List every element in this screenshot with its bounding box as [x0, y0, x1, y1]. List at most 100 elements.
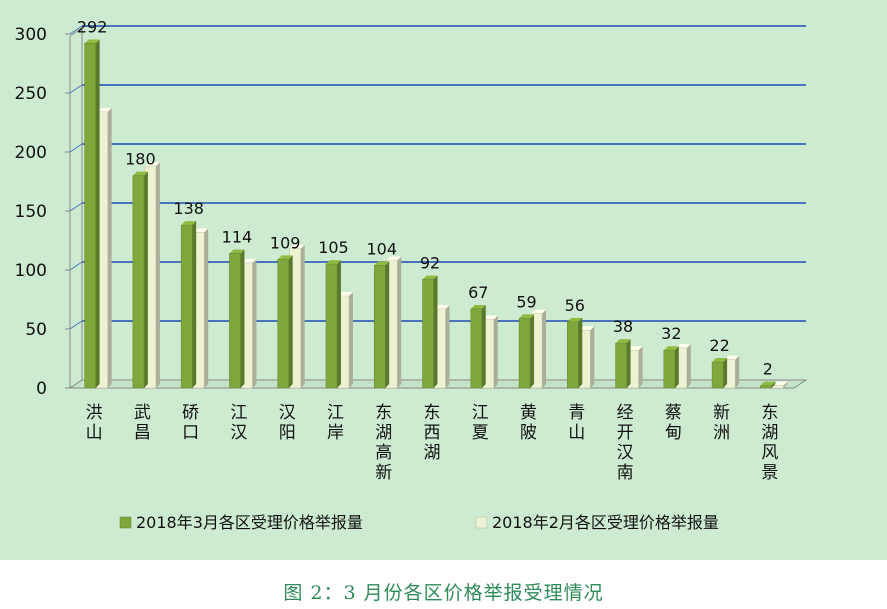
- y-tick-label: 0: [36, 379, 47, 399]
- y-tick-label: 50: [25, 320, 47, 340]
- x-tick-label: 东西湖: [424, 403, 441, 463]
- bar-feb-top: [531, 309, 547, 314]
- bar-mar-side: [143, 171, 148, 388]
- bar-mar-top: [519, 314, 535, 319]
- bar-feb-top: [289, 244, 305, 249]
- gridline-diagonal: [69, 261, 83, 271]
- bar-mar-top: [663, 346, 679, 351]
- legend-swatch: [475, 516, 488, 529]
- bar-mar: [180, 224, 193, 389]
- bar-mar: [470, 308, 483, 389]
- bar-mar-side: [530, 314, 535, 388]
- bar-feb-top: [675, 343, 691, 348]
- x-tick-label: 江夏: [472, 403, 489, 443]
- bar-mar-top: [567, 317, 583, 322]
- gridline-diagonal: [69, 143, 83, 153]
- data-label: 138: [173, 199, 204, 218]
- bar-mar-side: [240, 249, 245, 388]
- bar-mar: [84, 43, 96, 389]
- legend-swatch: [119, 516, 132, 529]
- bar-mar-top: [84, 39, 100, 44]
- data-label: 114: [222, 227, 253, 246]
- bar-mar-side: [433, 275, 438, 388]
- bar-feb-side: [783, 381, 788, 388]
- bar-mar: [711, 361, 724, 389]
- bar-mar: [277, 259, 289, 389]
- bar-feb-side: [686, 343, 691, 388]
- bar-feb-side: [155, 162, 160, 388]
- bar-mar: [615, 342, 627, 389]
- bar-mar-side: [771, 381, 776, 388]
- x-tick-label: 东湖风景: [761, 403, 778, 483]
- data-label: 67: [468, 283, 488, 302]
- bar-feb-top: [482, 315, 498, 320]
- bar-mar-top: [760, 381, 776, 386]
- data-label: 59: [516, 292, 536, 311]
- gridline-diagonal: [69, 84, 83, 94]
- bar-feb-top: [193, 228, 209, 233]
- bar-feb-side: [542, 309, 547, 388]
- chart-panel: 0 50 100 150 200 250 300 292 洪山 180 武昌 138 硚口 114 江汉 10…: [0, 0, 887, 560]
- bar-mar-top: [470, 304, 486, 309]
- bar-mar: [373, 265, 386, 389]
- legend-label: 2018年3月各区受理价格举报量: [136, 513, 363, 532]
- x-tick-label: 洪山: [86, 403, 103, 443]
- data-label: 22: [709, 336, 729, 355]
- bar-mar-side: [95, 39, 100, 388]
- x-tick-label: 江汉: [230, 403, 247, 443]
- bar-mar-side: [626, 339, 631, 388]
- bar-mar-top: [325, 260, 341, 265]
- bar-mar: [422, 279, 434, 389]
- bar-feb-side: [107, 107, 112, 388]
- bar-mar: [229, 253, 241, 389]
- bar-feb: [772, 385, 784, 389]
- bar-mar-side: [481, 304, 486, 388]
- x-tick-label: 蔡甸: [665, 403, 682, 443]
- bar-feb-top: [724, 355, 740, 360]
- bar-feb-top: [144, 162, 160, 167]
- data-label: 56: [565, 296, 585, 315]
- bar-feb-side: [252, 258, 257, 388]
- y-tick-label: 100: [15, 261, 47, 281]
- bar-feb-side: [493, 315, 498, 388]
- bar-feb-side: [735, 355, 740, 388]
- bar-mar-side: [336, 260, 341, 388]
- x-tick-label: 青山: [568, 403, 585, 443]
- bar-feb-side: [204, 228, 209, 388]
- bar-mar: [325, 263, 338, 389]
- bar-mar-side: [578, 317, 583, 388]
- bar-mar: [132, 175, 145, 389]
- bar-mar-top: [229, 249, 245, 254]
- bar-mar-side: [385, 261, 390, 388]
- gridline-diagonal: [69, 320, 83, 330]
- bar-mar-top: [374, 261, 390, 266]
- data-label: 38: [613, 317, 633, 336]
- bar-mar-top: [615, 339, 631, 344]
- bar-mar: [760, 385, 772, 389]
- x-tick-label: 黄陂: [520, 403, 537, 443]
- bar-feb-side: [397, 256, 402, 388]
- x-tick-label: 经开汉南: [617, 403, 634, 483]
- y-tick-label: 150: [15, 202, 47, 222]
- bar-mar-side: [674, 346, 679, 388]
- bar-mar-top: [422, 275, 438, 280]
- bar-mar-top: [277, 255, 293, 260]
- bar-mar-top: [712, 358, 728, 363]
- bar-feb-top: [627, 346, 643, 351]
- x-tick-label: 汉阳: [279, 403, 296, 443]
- legend-label: 2018年2月各区受理价格举报量: [492, 513, 719, 532]
- y-tick-label: 200: [15, 143, 47, 163]
- y-axis-depth: [69, 27, 83, 37]
- bar-feb-top: [579, 326, 595, 331]
- y-tick-label: 250: [15, 84, 47, 104]
- bar-feb-side: [348, 291, 353, 388]
- bar-mar-side: [723, 358, 728, 388]
- bar-feb-side: [300, 244, 305, 388]
- figure-caption: 图 2：3 月份各区价格举报受理情况: [283, 582, 604, 604]
- data-label: 180: [125, 150, 156, 169]
- bar-feb-top: [241, 258, 257, 263]
- x-tick-label: 硚口: [182, 403, 199, 443]
- bar-mar: [663, 349, 676, 389]
- bar-mar-side: [192, 221, 197, 388]
